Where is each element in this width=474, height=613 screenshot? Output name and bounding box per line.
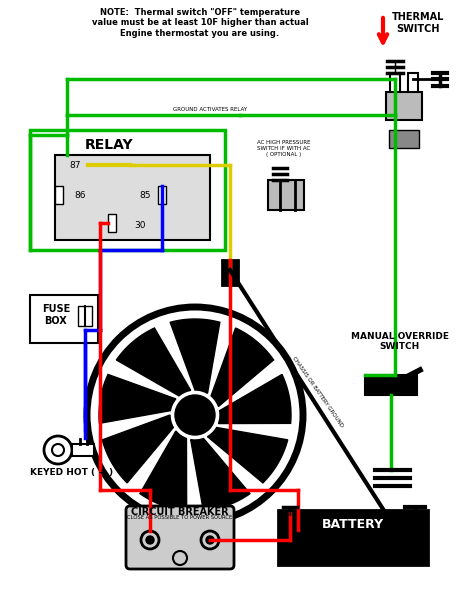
Bar <box>222 260 238 285</box>
Text: CHASSIS OR BATTERY GROUND: CHASSIS OR BATTERY GROUND <box>292 356 345 428</box>
Bar <box>365 375 417 395</box>
Text: GROUND ACTIVATES RELAY: GROUND ACTIVATES RELAY <box>173 107 247 112</box>
Bar <box>386 92 422 120</box>
Bar <box>55 155 210 240</box>
Polygon shape <box>116 328 191 396</box>
Polygon shape <box>140 431 187 511</box>
Polygon shape <box>208 427 288 483</box>
Bar <box>158 186 166 204</box>
Text: MANUAL OVERRIDE
SWITCH: MANUAL OVERRIDE SWITCH <box>351 332 449 351</box>
Bar <box>30 130 225 250</box>
Bar <box>108 214 116 232</box>
Text: 30: 30 <box>134 221 146 229</box>
Text: 85: 85 <box>139 191 151 199</box>
Text: 87: 87 <box>69 161 81 170</box>
FancyBboxPatch shape <box>126 506 234 569</box>
Polygon shape <box>99 375 176 424</box>
Text: -: - <box>415 504 421 519</box>
Text: FAN: FAN <box>260 408 287 422</box>
Polygon shape <box>211 328 273 406</box>
Text: +: + <box>283 504 296 519</box>
Bar <box>390 73 400 95</box>
Text: CLOSE AS POSSIBLE TO POWER SOURCE: CLOSE AS POSSIBLE TO POWER SOURCE <box>128 515 233 520</box>
Polygon shape <box>170 319 220 394</box>
Bar <box>72 444 94 456</box>
Bar <box>55 186 63 204</box>
Circle shape <box>175 395 215 435</box>
Circle shape <box>206 536 214 544</box>
Text: RELAY: RELAY <box>85 138 134 152</box>
Polygon shape <box>102 415 173 483</box>
Bar <box>268 180 304 210</box>
Bar <box>408 73 418 95</box>
Bar <box>278 510 428 565</box>
Polygon shape <box>219 375 291 424</box>
Polygon shape <box>191 438 250 511</box>
Bar <box>389 130 419 148</box>
Text: BATTERY: BATTERY <box>322 518 384 531</box>
Text: CIRCUIT BREAKER: CIRCUIT BREAKER <box>131 507 229 517</box>
Bar <box>78 306 92 326</box>
Text: NOTE:  Thermal switch "OFF" temperature
value must be at least 10F higher than a: NOTE: Thermal switch "OFF" temperature v… <box>91 8 309 38</box>
Circle shape <box>146 536 154 544</box>
Text: THERMAL
SWITCH: THERMAL SWITCH <box>392 12 444 34</box>
Bar <box>30 295 98 343</box>
Text: 86: 86 <box>74 191 86 199</box>
Text: KEYED HOT ( + ): KEYED HOT ( + ) <box>30 468 114 477</box>
Text: FUSE
BOX: FUSE BOX <box>42 304 70 326</box>
Text: AC HIGH PRESSURE
SWITCH IF WITH AC
( OPTIONAL ): AC HIGH PRESSURE SWITCH IF WITH AC ( OPT… <box>257 140 311 156</box>
